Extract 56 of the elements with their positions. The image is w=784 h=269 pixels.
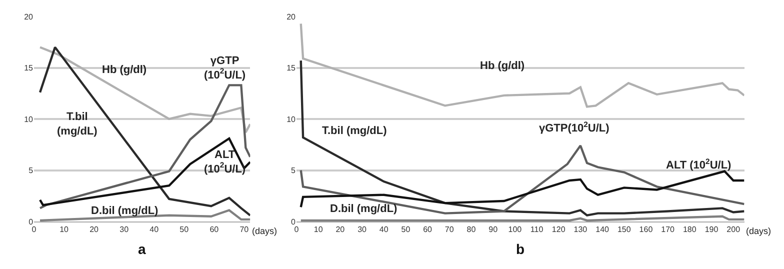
x-tick-label: 150: [617, 225, 632, 234]
x-tick-label: 70: [444, 225, 454, 234]
x-tick-label: 40: [150, 225, 160, 234]
y-tick-label: 0: [28, 217, 34, 226]
y-tick-label: 5: [291, 166, 296, 176]
annotation: ALT (10$^{2}$U/L): [204, 149, 246, 176]
line-series: [38, 137, 250, 206]
x-tick-label: 120: [552, 225, 566, 234]
x-tick-label: 100: [508, 225, 522, 234]
y-tick-label: 10: [24, 114, 34, 124]
x-tick-label: 20: [336, 225, 346, 234]
x-tick-label: 200: [726, 225, 741, 234]
x-tick-label: 190: [704, 225, 719, 234]
x-tick-label: 50: [180, 225, 190, 234]
annotation: ALT (10$^{2}$U/L): [666, 157, 732, 172]
x-tick-label: 60: [210, 225, 220, 234]
x-tick-label: 30: [358, 225, 368, 234]
x-axis-title: (days): [252, 226, 278, 236]
x-tick-label: 90: [488, 225, 498, 234]
annotation: Hb (g/dl): [480, 60, 525, 72]
x-tick-label: 20: [90, 225, 100, 234]
x-tick-label: 60: [423, 225, 433, 234]
annotation: D.bil (mg/dL): [91, 205, 159, 217]
y-tick-label: 15: [24, 64, 34, 73]
line-series: [38, 46, 250, 216]
x-axis-title: (days): [746, 226, 772, 236]
annotation: T.bil (mg/dL): [57, 111, 98, 138]
line-series: [300, 22, 744, 108]
x-tick-label: 10: [60, 225, 70, 234]
annotation: T.bil (mg/dL): [322, 125, 388, 137]
annotation: D.bil (mg/dL): [330, 203, 398, 215]
annotation: γGTP (10$^{2}$U/L): [204, 55, 246, 82]
line-series: [300, 144, 744, 214]
annotation: Hb (g/dl): [102, 64, 147, 76]
y-tick-label: 20: [286, 12, 296, 22]
x-tick-label: 40: [379, 225, 389, 234]
x-tick-label: 140: [596, 225, 610, 234]
y-tick-label: 15: [286, 64, 296, 73]
x-tick-label: 50: [401, 225, 411, 234]
y-tick-label: 10: [286, 114, 296, 124]
text: b: [516, 241, 525, 257]
x-tick-label: 180: [682, 225, 697, 234]
x-tick-label: 80: [466, 225, 476, 234]
x-tick-label: 130: [574, 225, 588, 234]
x-tick-label: 70: [240, 225, 250, 234]
x-tick-label: 110: [530, 225, 544, 234]
y-tick-label: 0: [291, 217, 296, 226]
x-tick-label: 30: [120, 225, 130, 234]
x-tick-label: 160: [639, 225, 654, 234]
annotation: γGTP(10$^{2}$U/L): [539, 120, 610, 135]
text: a: [138, 241, 146, 257]
line-series: [300, 59, 744, 216]
x-tick-label: 170: [661, 225, 676, 234]
x-tick-label: 10: [314, 225, 324, 234]
y-tick-label: 20: [24, 12, 34, 22]
y-tick-label: 5: [28, 166, 34, 176]
